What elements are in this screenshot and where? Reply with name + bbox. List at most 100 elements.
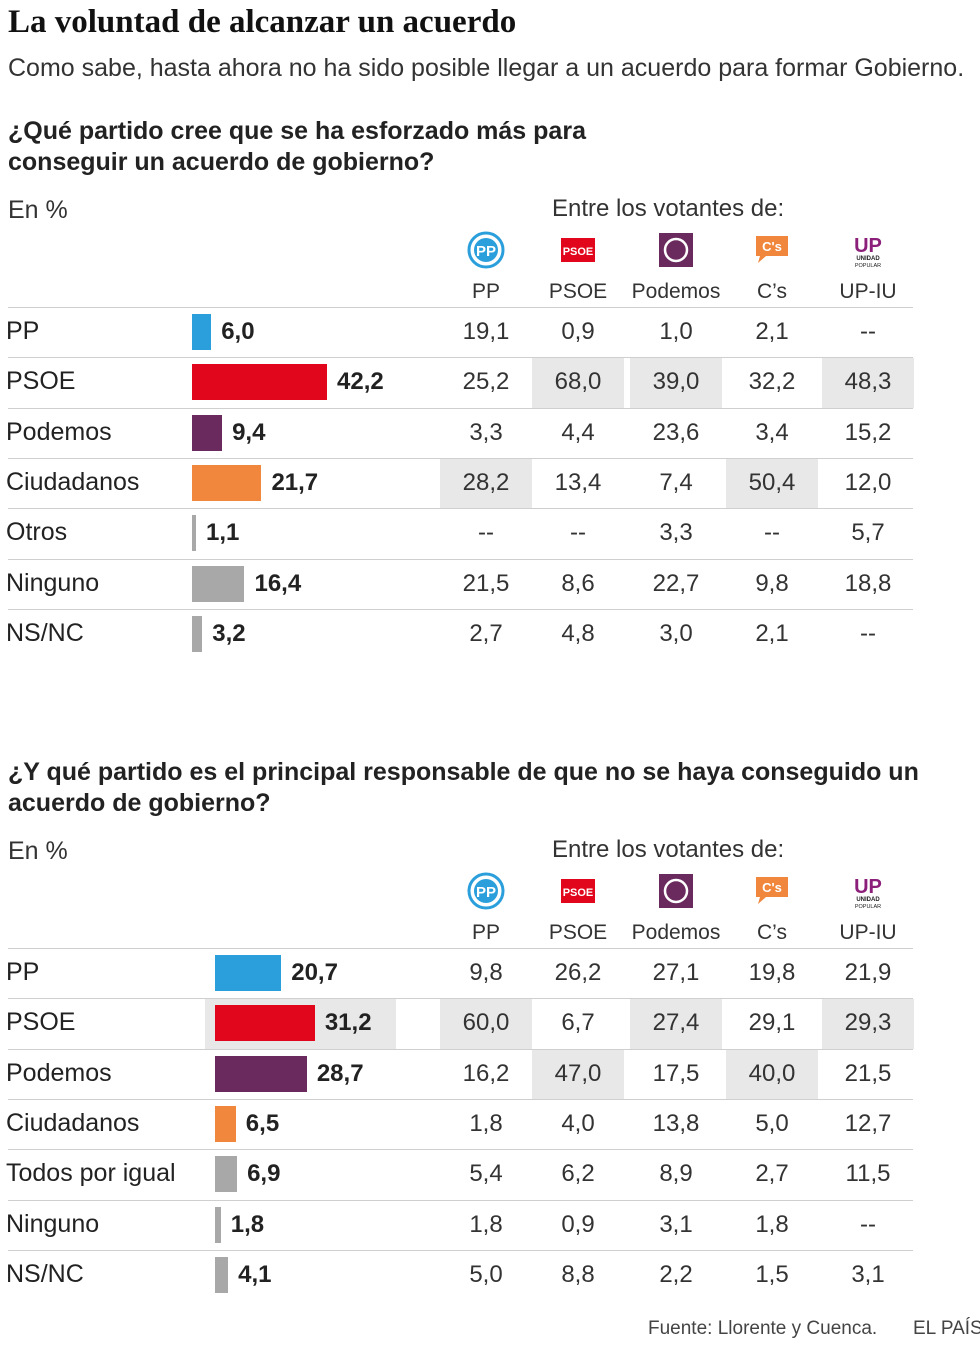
table-cell: 12,7 (844, 1110, 892, 1138)
divider (8, 1149, 913, 1151)
table-cell: 3,1 (659, 1210, 693, 1238)
column-logo (630, 871, 722, 911)
bar (192, 565, 245, 602)
bar (215, 1005, 315, 1042)
table-cell: 48,3 (844, 368, 892, 396)
cell-highlight (822, 999, 914, 1049)
bar (192, 314, 212, 351)
table-cell: 1,8 (469, 1210, 503, 1238)
column-header: UP-IU (839, 280, 897, 303)
columns-title: Entre los votantes de: (552, 195, 785, 222)
column-logo: UP UNIDAD POPULAR (822, 230, 914, 270)
cell-highlight (532, 1049, 624, 1099)
table-cell: 5,7 (851, 519, 885, 547)
row-label: PSOE (6, 1008, 76, 1037)
bar-value: 6,5 (245, 1110, 280, 1138)
svg-text:PP: PP (476, 243, 496, 260)
table-cell: 29,1 (748, 1009, 796, 1037)
table-cell: 1,0 (659, 318, 693, 346)
table-cell: 40,0 (748, 1059, 796, 1087)
bar (215, 1156, 238, 1193)
svg-text:UNIDAD: UNIDAD (856, 256, 880, 262)
table-cell: 2,1 (755, 318, 789, 346)
bar-value: 3,2 (212, 619, 246, 647)
cell-highlight (726, 1049, 818, 1099)
table-cell: 3,3 (469, 418, 503, 446)
bar (192, 414, 223, 451)
bar-value: 28,7 (316, 1059, 364, 1087)
table-cell: 13,8 (652, 1110, 700, 1138)
unit-label: En % (8, 837, 68, 865)
page-title: La voluntad de alcanzar un acuerdo (8, 4, 517, 40)
svg-text:UNIDAD: UNIDAD (856, 897, 880, 903)
bar-value: 42,2 (337, 368, 384, 396)
bar-value: 1,8 (230, 1210, 265, 1238)
svg-text:UP: UP (854, 235, 882, 257)
table-cell: 21,5 (462, 569, 510, 597)
bar-value: 6,9 (247, 1160, 281, 1188)
column-logo: PSOE (532, 230, 624, 270)
table-cell: 7,4 (659, 469, 693, 497)
table-cell: 6,7 (561, 1009, 595, 1037)
column-header: C’s (757, 280, 787, 303)
table-cell: 16,2 (462, 1059, 510, 1087)
row-label: Ninguno (6, 568, 100, 597)
question-title-1: ¿Qué partido cree que se ha esforzado má… (8, 117, 586, 176)
cell-highlight (822, 358, 914, 408)
source-note: Fuente: Llorente y Cuenca. (648, 1318, 878, 1339)
table-cell: 25,2 (462, 368, 510, 396)
table-cell: 47,0 (554, 1059, 602, 1087)
bar-value: 4,1 (238, 1260, 272, 1288)
table-cell: -- (478, 519, 494, 547)
divider (8, 508, 913, 510)
column-logo: PP (440, 871, 532, 911)
table-cell: 27,1 (652, 959, 700, 987)
cs-logo-icon: C's (756, 236, 788, 263)
table-cell: 9,8 (469, 959, 503, 987)
column-logo: PP (440, 230, 532, 270)
column-header: Podemos (631, 280, 721, 303)
cell-highlight (630, 358, 722, 408)
table-cell: 8,8 (561, 1260, 595, 1288)
table-cell: 19,8 (748, 959, 796, 987)
table-cell: -- (860, 1210, 876, 1238)
row-label: NS/NC (6, 618, 84, 647)
table-cell: 18,8 (844, 569, 892, 597)
table-cell: 17,5 (652, 1059, 700, 1087)
table-cell: 8,9 (659, 1160, 693, 1188)
bar-value: 1,1 (206, 519, 240, 547)
bar (192, 515, 196, 552)
bar (192, 465, 262, 502)
table-cell: 32,2 (748, 368, 796, 396)
column-header: Podemos (631, 921, 721, 944)
table-cell: 21,9 (844, 959, 892, 987)
table-cell: -- (570, 519, 586, 547)
table-cell: 5,0 (755, 1110, 789, 1138)
bar (215, 1256, 229, 1293)
bar-value: 31,2 (324, 1009, 372, 1037)
divider (8, 608, 913, 610)
pp-logo-icon: PP (467, 872, 505, 910)
svg-text:C's: C's (762, 880, 782, 895)
svg-text:PSOE: PSOE (563, 246, 594, 258)
bar (215, 1106, 236, 1143)
bar-value: 9,4 (232, 418, 266, 446)
table-cell: 68,0 (554, 368, 602, 396)
divider (8, 1098, 913, 1100)
pp-logo-icon: PP (467, 231, 505, 269)
column-logo: PSOE (532, 871, 624, 911)
row-label: Ciudadanos (6, 468, 140, 497)
divider (8, 357, 913, 359)
podemos-logo-icon (659, 874, 693, 908)
row-label: PP (6, 317, 40, 346)
column-header: PSOE (548, 921, 608, 944)
table-cell: 5,4 (469, 1160, 503, 1188)
table-cell: 28,2 (462, 469, 510, 497)
table-cell: 13,4 (554, 469, 602, 497)
row-label: Otros (6, 518, 68, 547)
psoe-logo-icon: PSOE (561, 238, 595, 262)
column-header: C’s (757, 921, 787, 944)
divider (8, 307, 913, 308)
up-logo-icon: UP UNIDAD POPULAR (854, 235, 882, 269)
bar (192, 364, 328, 401)
